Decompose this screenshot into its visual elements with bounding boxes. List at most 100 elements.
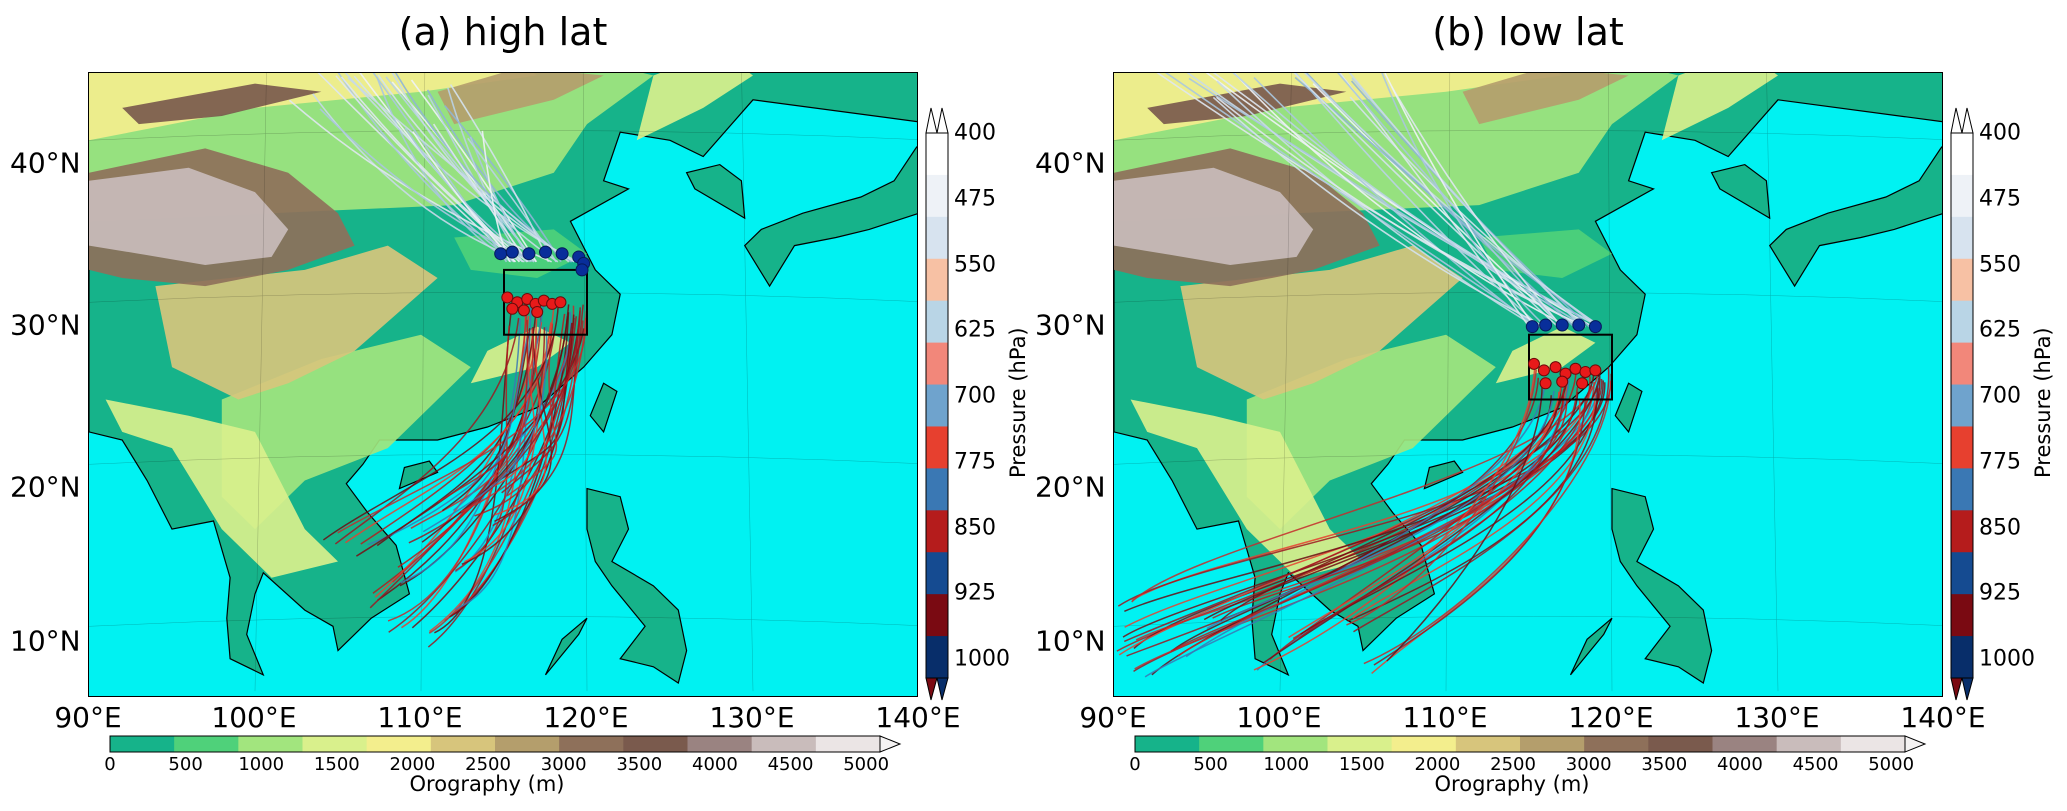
pressure-colorbar (925, 107, 949, 701)
trajectory-lower (1371, 398, 1581, 675)
pressure-bar-segment (926, 594, 948, 637)
trajectory-lower (464, 322, 552, 563)
orography-colorbar (109, 735, 902, 753)
orography-bar-arrow (879, 735, 902, 753)
trajectory-lower (1185, 382, 1546, 658)
orography-bar-segment (1712, 736, 1778, 752)
lat-label-40n: 40°N (1035, 146, 1106, 180)
terrain-shape (1462, 73, 1629, 125)
pressure-colorbar (1950, 107, 1974, 701)
pressure-bar-arrow-top (925, 107, 938, 134)
start-point-lower (1556, 375, 1569, 388)
trajectory-upper (1215, 96, 1586, 328)
start-point-upper (1588, 320, 1602, 334)
start-point-lower (1537, 364, 1550, 377)
panel-title: (b) low lat (1432, 10, 1624, 54)
pressure-bar-segment (1951, 216, 1973, 260)
pressure-bar-segment (926, 133, 948, 176)
start-point-lower (1539, 377, 1552, 390)
trajectory-lower (392, 325, 575, 583)
orography-bar-segment (1840, 736, 1906, 752)
orography-bar-segment (687, 736, 753, 752)
pressure-tick: 1000 (954, 646, 1010, 672)
lon-label-130e: 130°E (1734, 701, 1820, 734)
start-point-lower (554, 296, 567, 309)
panel-b: (b) low lat 40°N 30°N 20°N 10°N 90°E 100… (1025, 0, 2058, 811)
trajectory-upper (432, 123, 529, 263)
pressure-bar-arrow-bottom (1950, 677, 1963, 701)
trajectory-lower (441, 328, 531, 512)
trajectory-lower (1288, 381, 1563, 639)
trajectory-lower (410, 328, 534, 529)
pressure-bar-arrow-bottom (925, 677, 938, 701)
orography-tick: 2500 (465, 754, 511, 775)
trajectory-lower (460, 310, 588, 513)
orography-tick: 5000 (1868, 754, 1915, 775)
trajectory-lower (501, 304, 584, 494)
trajectory-upper (1188, 77, 1586, 328)
lon-label-120e: 120°E (1568, 701, 1654, 734)
orography-tick: 1500 (313, 754, 360, 775)
start-point-upper (522, 247, 536, 261)
trajectory-upper (319, 108, 535, 263)
orography-tick: 500 (168, 754, 203, 775)
land-shape (685, 163, 746, 220)
trajectory-lower (345, 303, 555, 544)
orography-bar-segment (495, 736, 560, 752)
map-area (88, 72, 918, 697)
pressure-tick: 475 (954, 186, 996, 212)
start-point-upper (505, 245, 519, 259)
pressure-bar-segment (926, 174, 948, 218)
pressure-bar-segment (1951, 384, 1973, 427)
start-point-lower (1527, 357, 1540, 370)
terrain-shape (155, 245, 438, 400)
pressure-bar-segment (1951, 300, 1973, 344)
start-point-upper (1572, 318, 1586, 332)
pressure-bar-segment (1951, 342, 1973, 386)
pressure-bar-segment (1951, 133, 1973, 176)
orography-colorbar (1134, 735, 1927, 753)
start-point-upper (1555, 318, 1569, 332)
terrain-shape (105, 399, 338, 578)
lon-label-140e: 140°E (875, 701, 961, 734)
orography-bar-segment (1135, 736, 1200, 752)
orography-tick: 2000 (1414, 754, 1461, 775)
orography-bar-segment (751, 736, 817, 752)
terrain-shape (437, 73, 604, 125)
pressure-bar-arrow-bottom (936, 677, 949, 701)
trajectory-upper (1303, 73, 1601, 328)
terrain-shape (1661, 73, 1778, 141)
orography-bar-segment (1648, 736, 1713, 752)
pressure-tick: 475 (1979, 186, 2021, 212)
orography-tick: 4500 (767, 754, 814, 775)
trajectory-lower (1373, 396, 1587, 666)
pressure-bar-segment (926, 258, 948, 302)
trajectory-lower (1122, 382, 1606, 638)
pressure-bar-segment (926, 342, 948, 386)
pressure-tick: 925 (1979, 580, 2021, 606)
trajectories (288, 73, 588, 648)
lon-label-140e: 140°E (1900, 701, 1986, 734)
start-point-lower (517, 304, 530, 317)
trajectory-upper (1216, 80, 1536, 328)
trajectory-lower (454, 305, 545, 573)
trajectory-upper (1337, 73, 1562, 328)
trajectory-upper (1348, 73, 1585, 328)
trajectory-upper (391, 73, 559, 263)
orography-tick: 0 (1129, 754, 1141, 775)
panel-a: (a) high lat 40°N 30°N 20°N 10°N 90°E 10… (0, 0, 1033, 811)
lon-label-110e: 110°E (1402, 701, 1488, 734)
lon-label-110e: 110°E (377, 701, 463, 734)
pressure-tick: 775 (1979, 449, 2021, 475)
terrain-shape (1114, 167, 1314, 265)
pressure-bar-segment (1951, 636, 1973, 679)
orography-bar-segment (1520, 736, 1585, 752)
start-point-upper (575, 263, 589, 277)
trajectory-lower (437, 319, 529, 503)
trajectory-upper (335, 75, 524, 263)
orography-bar-segment (1584, 736, 1649, 752)
orography-bar-segment (1391, 736, 1457, 752)
lon-label-130e: 130°E (709, 701, 795, 734)
orography-tick: 4000 (1717, 754, 1763, 775)
pressure-tick: 550 (954, 252, 996, 278)
